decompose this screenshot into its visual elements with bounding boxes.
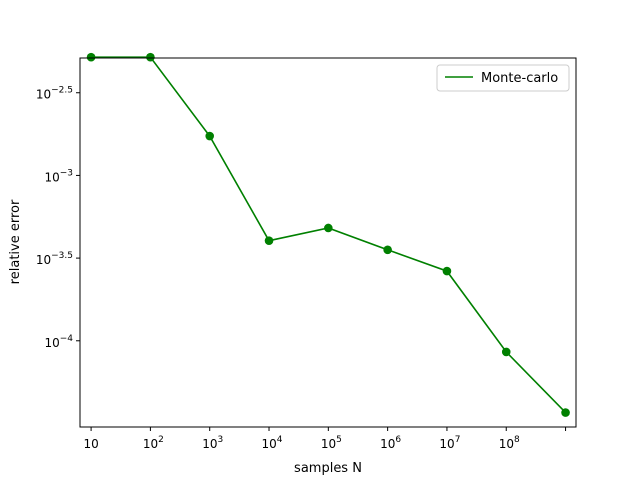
y-axis-label: relative error: [8, 199, 23, 284]
y-tick-label: 10−2.5: [36, 86, 73, 102]
data-point: [442, 266, 452, 276]
y-tick-label: 10−3: [44, 168, 73, 184]
data-point: [146, 52, 155, 62]
legend-box: [436, 64, 570, 92]
x-tick-label: 106: [380, 435, 401, 451]
data-point: [561, 408, 570, 417]
legend-label-monte-carlo: Monte-carlo: [481, 71, 558, 86]
data-point: [324, 223, 333, 233]
x-tick-label: 103: [202, 435, 223, 451]
y-tick-label: 10−4: [44, 334, 73, 350]
x-axis-label: samples N: [294, 461, 362, 476]
x-tick-label: 10: [83, 437, 98, 451]
data-point: [264, 236, 274, 245]
data-point: [86, 52, 96, 62]
legend: Monte-carlo: [436, 64, 570, 92]
x-tick-label: 102: [143, 435, 164, 451]
x-tick-label: 104: [262, 435, 283, 451]
x-tick-label: 105: [321, 435, 342, 451]
data-point: [205, 131, 215, 141]
x-tick-label: 107: [439, 435, 460, 451]
data-point: [501, 347, 511, 357]
y-tick-label: 10−3.5: [36, 251, 73, 267]
x-tick-label: 108: [499, 435, 520, 451]
data-point: [383, 245, 392, 255]
